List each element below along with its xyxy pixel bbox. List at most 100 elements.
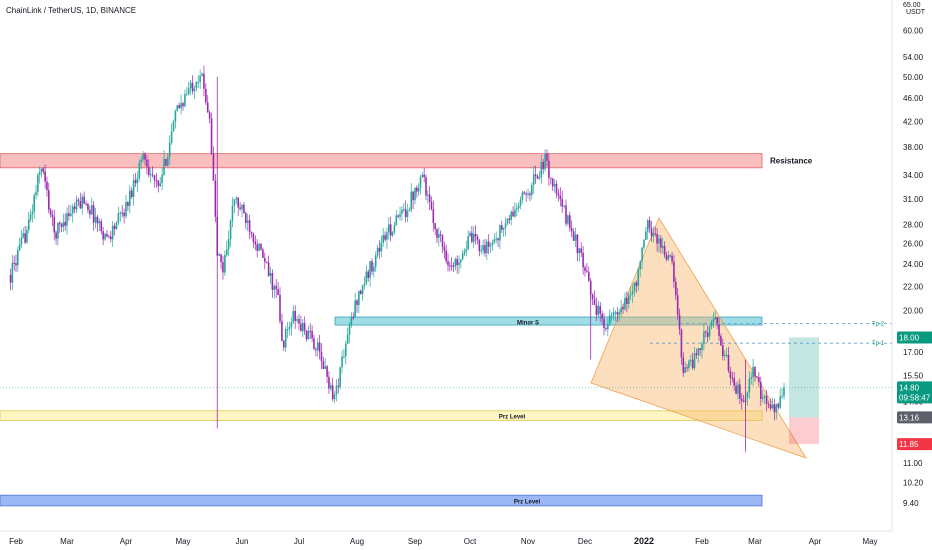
candle-body [693, 353, 696, 369]
candle-body [661, 245, 664, 248]
candle-body [224, 254, 226, 273]
candle-body [593, 298, 596, 305]
candle-body [421, 174, 424, 178]
candle-body [322, 361, 325, 369]
candle-body [652, 233, 655, 237]
price-tag [897, 381, 932, 394]
candle-body [178, 105, 180, 109]
tp1-label: Tp 1 [872, 341, 885, 347]
candle-body [273, 285, 276, 290]
candle-body [458, 262, 460, 266]
candle-body [17, 250, 19, 266]
candle-body [102, 231, 104, 240]
candle-body [686, 367, 688, 369]
candle-body [665, 255, 668, 260]
candle-body [586, 270, 588, 273]
candle-body [98, 221, 101, 224]
candle-body [506, 218, 509, 224]
candle-body [712, 319, 715, 322]
candle-body [671, 255, 673, 262]
y-tick-label: 28.00 [903, 221, 924, 230]
candle-body [254, 241, 257, 245]
candle-body [428, 194, 431, 202]
candle-body [391, 231, 394, 236]
candle-body [607, 323, 609, 330]
candle-body [83, 196, 85, 204]
candle-body [620, 307, 622, 313]
candle-body [125, 202, 127, 217]
candle-body [343, 356, 345, 358]
tp2-label: Tp 2 [872, 322, 885, 328]
candle-body [540, 161, 543, 178]
candle-body [397, 215, 399, 217]
candle-body [406, 211, 409, 218]
candle-body [624, 298, 626, 310]
prz-label-lower: Prz Level [514, 500, 541, 506]
candle-body [536, 176, 539, 179]
candle-body [159, 183, 161, 187]
y-tick-label: 22.00 [903, 282, 924, 291]
candle-body [410, 191, 413, 210]
candle-body [243, 204, 245, 214]
candle-body [136, 178, 139, 184]
x-tick-label: Oct [464, 537, 477, 546]
candle-body [58, 222, 61, 225]
candle-body [723, 354, 726, 357]
candle-body [553, 183, 556, 187]
candle-body [551, 178, 554, 187]
candle-body [252, 233, 255, 242]
y-tick-label: 9.40 [903, 499, 919, 508]
candle-body [408, 209, 411, 212]
candle-body [301, 322, 304, 332]
candle-body [106, 233, 108, 237]
candle-body [68, 213, 70, 217]
candle-body [191, 82, 194, 92]
candle-body [300, 323, 302, 332]
candle-body [471, 232, 473, 242]
candle-body [344, 343, 347, 357]
candle-body [708, 326, 711, 337]
candle-body [140, 159, 142, 163]
candle-body [348, 325, 351, 335]
candle-body [576, 234, 579, 254]
candle-body [108, 236, 110, 238]
candle-body [90, 205, 93, 215]
x-tick-label: Apr [120, 537, 133, 546]
candle-body [777, 403, 780, 408]
candle-body [534, 174, 537, 177]
candle-body [296, 319, 298, 321]
resistance-label: Resistance [770, 157, 813, 166]
candle-body [53, 217, 56, 233]
candle-body [648, 220, 651, 229]
y-tick-label: 24.00 [903, 260, 924, 269]
y-tick-label: 26.00 [903, 240, 924, 249]
candle-body [546, 153, 548, 161]
candle-body [525, 193, 527, 195]
candle-body [504, 223, 507, 228]
candle-body [565, 205, 567, 224]
price-tag-text: 18.00 [899, 333, 920, 342]
candle-body [419, 177, 422, 188]
candle-body [697, 348, 700, 356]
candle-body [119, 212, 122, 214]
candle-body [311, 331, 313, 339]
candle-body [279, 294, 281, 322]
candle-body [519, 199, 522, 206]
candle-body [369, 261, 371, 278]
candle-body [75, 199, 78, 210]
candle-body [294, 310, 296, 321]
candle-body [132, 180, 135, 197]
candle-body [740, 398, 743, 401]
candle-body [663, 245, 666, 256]
candle-body [682, 357, 685, 373]
candle-body [208, 112, 211, 119]
x-tick-label: 2022 [634, 536, 654, 546]
candle-body [288, 326, 291, 330]
candle-body [515, 208, 518, 210]
candle-body [452, 265, 455, 267]
candle-body [748, 378, 751, 393]
candle-body [307, 331, 310, 340]
candle-body [773, 404, 776, 413]
x-tick-label: Nov [521, 537, 535, 546]
